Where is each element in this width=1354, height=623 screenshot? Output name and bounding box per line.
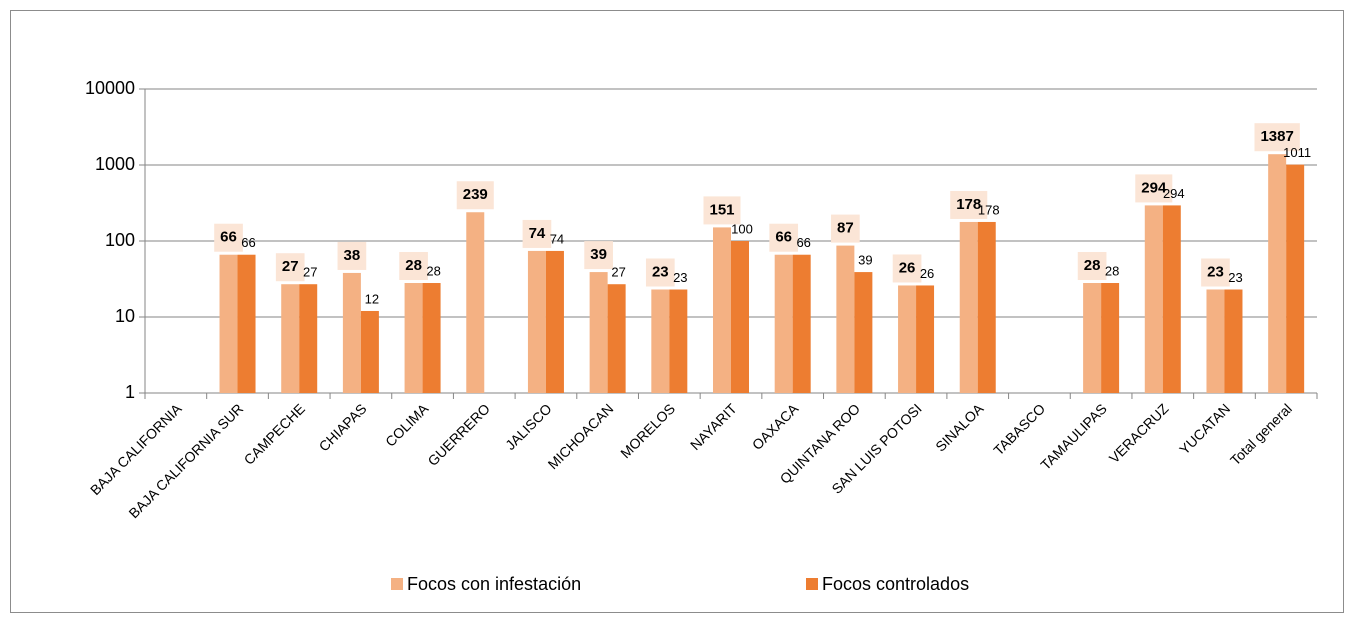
- bar: [731, 241, 749, 393]
- bar: [281, 284, 300, 393]
- data-label: 39: [590, 246, 607, 263]
- bar: [651, 289, 670, 393]
- data-label: 178: [956, 196, 981, 213]
- data-label: 66: [241, 235, 255, 250]
- data-label: 27: [611, 265, 625, 280]
- bar: [774, 254, 793, 393]
- bar: [713, 227, 731, 393]
- data-label: 12: [365, 291, 379, 306]
- data-label-bg: [337, 241, 367, 270]
- data-label: 66: [796, 235, 810, 250]
- bar: [219, 254, 238, 393]
- data-label-bg: [456, 181, 494, 210]
- data-label: 26: [920, 266, 934, 281]
- bar: [527, 250, 546, 393]
- data-label: 294: [1141, 179, 1167, 196]
- data-label: 1011: [1283, 145, 1311, 160]
- data-label-bg: [703, 196, 741, 225]
- bar: [607, 284, 626, 393]
- bar: [669, 289, 688, 393]
- data-label-bg: [584, 241, 613, 270]
- y-tick-label: 1: [125, 382, 135, 402]
- legend-label: Focos con infestación: [407, 574, 581, 594]
- legend-label: Focos controlados: [822, 574, 969, 594]
- bar: [1206, 289, 1225, 393]
- data-label-bg: [1077, 252, 1107, 281]
- bar: [422, 283, 441, 393]
- data-label: 28: [1084, 257, 1101, 274]
- data-label: 28: [1105, 263, 1119, 278]
- data-label: 294: [1163, 186, 1185, 201]
- data-label: 39: [858, 253, 872, 268]
- y-tick-label: 10: [115, 306, 135, 326]
- data-label: 178: [978, 202, 1000, 217]
- data-label: 100: [731, 221, 753, 236]
- data-label: 239: [463, 186, 488, 203]
- bar: [237, 254, 256, 393]
- data-label: 26: [899, 259, 916, 276]
- bar: [1162, 205, 1181, 393]
- data-label-bg: [214, 223, 243, 252]
- data-label: 38: [344, 247, 361, 264]
- bar: [916, 285, 935, 393]
- bar: [1083, 283, 1102, 393]
- bar: [898, 285, 917, 393]
- data-label-bg: [645, 258, 675, 287]
- bar: [404, 283, 423, 393]
- bar: [836, 245, 855, 393]
- data-label: 28: [426, 263, 440, 278]
- legend-swatch: [806, 578, 818, 590]
- bar: [299, 284, 318, 393]
- data-label: 66: [775, 229, 792, 246]
- bar: [466, 212, 485, 393]
- bar: [1268, 154, 1287, 393]
- data-label-bg: [769, 223, 799, 252]
- bar: [589, 272, 608, 393]
- data-label-bg: [399, 252, 428, 281]
- data-label: 1387: [1260, 128, 1293, 145]
- bar: [545, 250, 564, 393]
- data-label: 87: [837, 220, 854, 237]
- data-label-bg: [1201, 258, 1230, 287]
- data-label: 27: [282, 258, 299, 275]
- bar: [360, 310, 379, 393]
- y-tick-label: 1000: [95, 154, 135, 174]
- y-tick-label: 100: [105, 230, 135, 250]
- bar: [342, 272, 361, 393]
- data-label-bg: [950, 190, 988, 219]
- bar: [854, 272, 873, 393]
- data-label: 66: [220, 229, 237, 246]
- bar: [1224, 289, 1243, 393]
- bar: [977, 221, 996, 393]
- legend-swatch: [391, 578, 403, 590]
- data-label-bg: [522, 219, 552, 248]
- data-label: 74: [529, 225, 546, 242]
- data-label: 23: [1228, 270, 1242, 285]
- y-tick-label: 10000: [85, 78, 135, 98]
- data-label: 23: [652, 263, 669, 280]
- bar: [1286, 164, 1305, 393]
- bar: [1101, 283, 1120, 393]
- data-label-bg: [1254, 123, 1300, 152]
- data-label: 23: [1207, 263, 1224, 280]
- data-label-bg: [892, 254, 922, 283]
- data-label: 151: [709, 201, 734, 218]
- data-label-bg: [831, 214, 860, 243]
- data-label: 28: [405, 257, 422, 274]
- data-label: 23: [673, 270, 687, 285]
- data-label-bg: [275, 253, 305, 282]
- data-label-bg: [1135, 174, 1173, 203]
- data-label: 27: [303, 265, 317, 280]
- data-label: 74: [550, 231, 564, 246]
- bar: [792, 254, 811, 393]
- bar: [959, 221, 978, 393]
- bar: [1144, 205, 1163, 393]
